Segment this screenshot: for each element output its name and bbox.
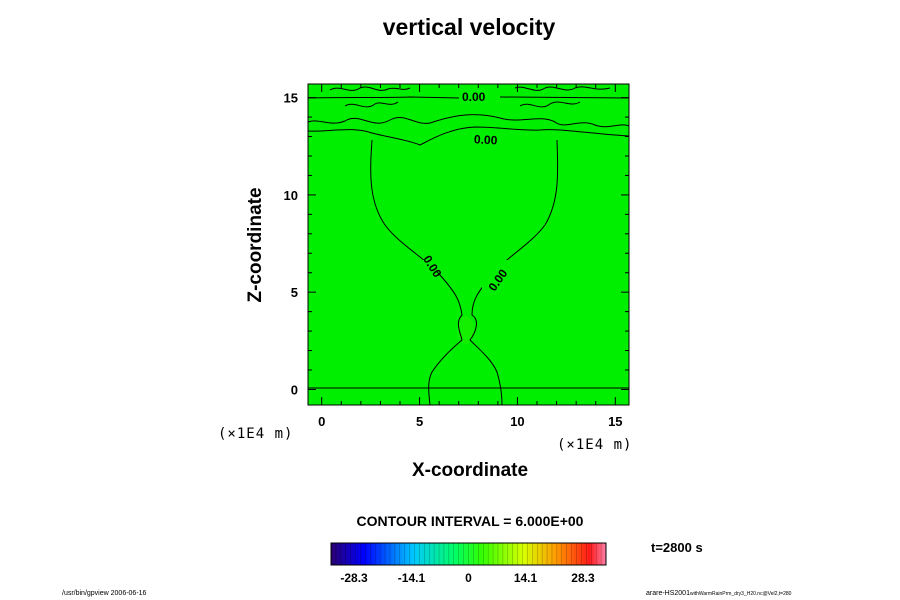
axis-ticks bbox=[308, 84, 629, 405]
y-tick-label: 5 bbox=[291, 285, 298, 300]
x-tick-label: 5 bbox=[416, 414, 423, 429]
contour-lines bbox=[307, 86, 630, 406]
contour-upper-band-2 bbox=[307, 126, 630, 146]
x-tick-label: 0 bbox=[318, 414, 325, 429]
colorbar-tick-label: -14.1 bbox=[398, 571, 426, 585]
footer-right: arare-HS2001withWarmRainPrm_dry3_H20.nc@… bbox=[646, 590, 791, 597]
contour-top-line bbox=[307, 96, 630, 99]
updraft-anomaly bbox=[458, 316, 474, 344]
contour-label: 0.00 bbox=[462, 90, 486, 104]
contour-upper-band bbox=[307, 114, 630, 128]
contour-right-funnel bbox=[469, 139, 559, 406]
y-tick-label: 15 bbox=[284, 91, 298, 106]
footer-right-sub: withWarmRainPrm_dry3_H20.nc@Vel2,t=280 bbox=[689, 591, 792, 597]
colorbar bbox=[330, 542, 607, 566]
chart-title: vertical velocity bbox=[382, 14, 556, 40]
plot-area bbox=[307, 83, 630, 406]
x-unit-label-left: (×1E4 m) bbox=[218, 426, 294, 442]
footer-right-main: arare-HS2001 bbox=[646, 590, 690, 597]
contour-label: 0.00 bbox=[474, 132, 498, 147]
y-tick-label: 0 bbox=[291, 382, 298, 397]
contour-left-funnel bbox=[370, 139, 463, 406]
colorbar-tick-label: 0 bbox=[465, 571, 472, 585]
contour-top-squiggles-left bbox=[329, 86, 411, 108]
x-tick-label: 10 bbox=[510, 414, 524, 429]
x-tick-label: 15 bbox=[608, 414, 622, 429]
y-tick-label: 10 bbox=[284, 188, 298, 203]
contour-top-squiggles-right bbox=[514, 86, 611, 108]
footer-left: /usr/bin/gpview 2006-06-16 bbox=[62, 590, 147, 597]
colorbar-tick-label: -28.3 bbox=[340, 571, 368, 585]
axis-tick-labels: 0 5 10 15 0 5 10 15 bbox=[284, 91, 623, 429]
time-label: t=2800 s bbox=[651, 540, 703, 555]
colorbar-tick-label: 14.1 bbox=[514, 571, 538, 585]
colorbar-stripes bbox=[335, 543, 602, 565]
x-unit-label-right: (×1E4 m) bbox=[557, 437, 633, 453]
colorbar-tick-label: 28.3 bbox=[571, 571, 595, 585]
colorbar-tick-labels: -28.3 -14.1 0 14.1 28.3 bbox=[340, 571, 595, 585]
y-axis-label: Z-coordinate bbox=[245, 187, 266, 303]
x-axis-label: X-coordinate bbox=[411, 460, 529, 481]
contour-interval-label: CONTOUR INTERVAL = 6.000E+00 bbox=[356, 513, 584, 529]
